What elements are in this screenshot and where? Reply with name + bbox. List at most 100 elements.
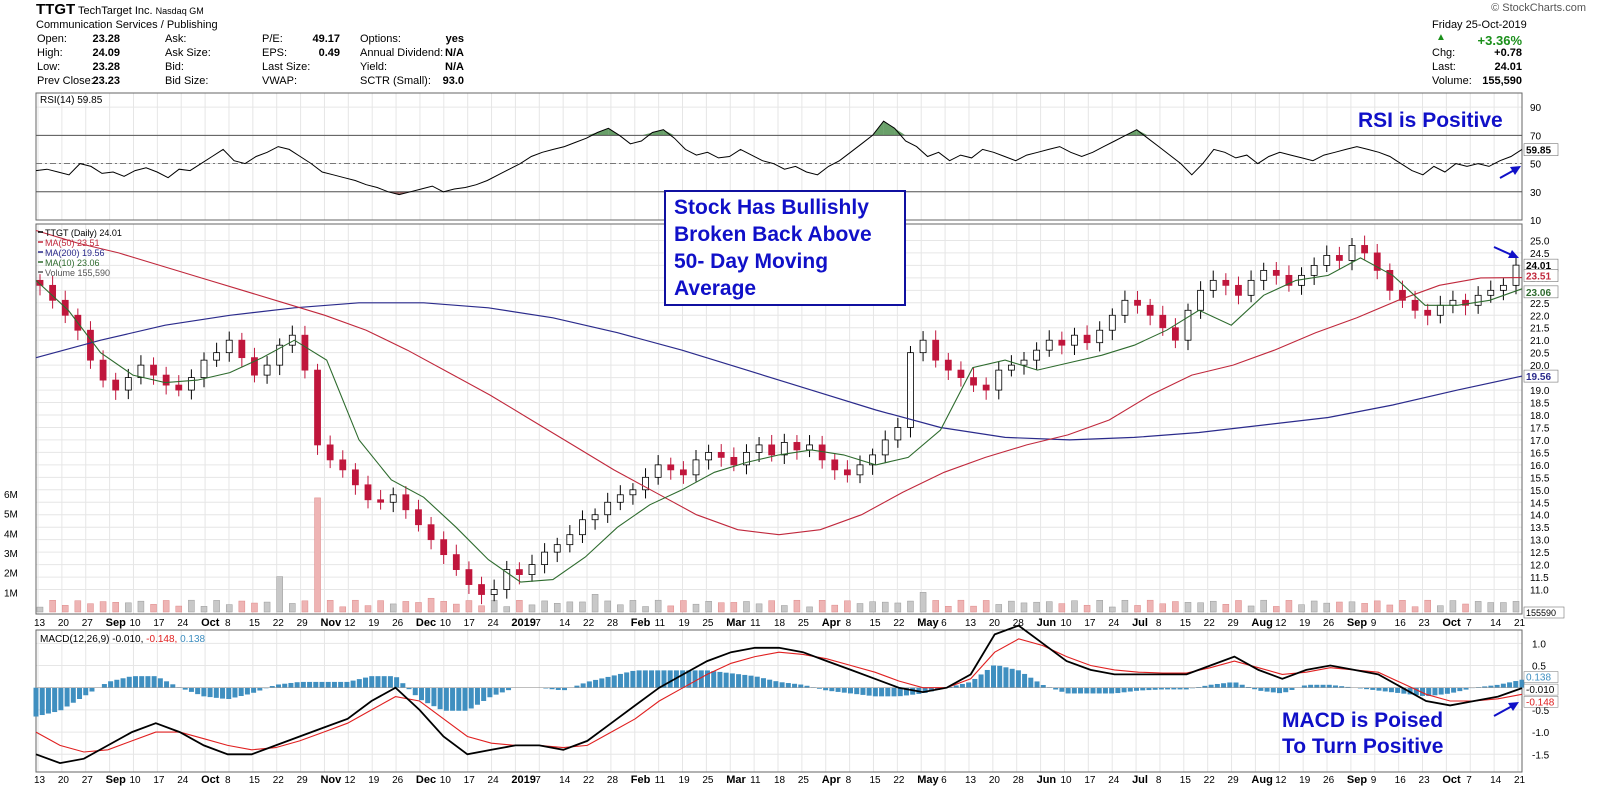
- volume-bar: [844, 600, 851, 613]
- macd-histogram-bar: [872, 687, 878, 697]
- macd-histogram-bar: [1507, 682, 1513, 688]
- macd-histogram-bar: [1214, 683, 1220, 688]
- volume-bar: [175, 605, 183, 613]
- macd-histogram-bar: [213, 687, 219, 698]
- x-tick-label: Jun: [1037, 617, 1057, 629]
- macd-histogram-bar: [605, 676, 611, 688]
- candle-body: [1247, 279, 1255, 296]
- x-tick-label: 13: [965, 775, 977, 786]
- macd-histogram-bar: [1513, 681, 1519, 688]
- macd-histogram-bar: [630, 670, 636, 688]
- macd-histogram-bar: [1034, 681, 1040, 688]
- x-tick-label: 14: [1490, 775, 1502, 786]
- x-tick-label: 10: [129, 775, 141, 786]
- candle-body: [553, 544, 561, 553]
- volume-bar: [881, 601, 889, 613]
- price-last-tag-box: [1523, 285, 1559, 299]
- x-tick-label: 24: [177, 775, 189, 786]
- volume-bar: [755, 603, 763, 613]
- x-tick-label: Mar: [726, 774, 746, 786]
- macd-histogram-bar: [729, 673, 735, 688]
- volume-bar: [74, 600, 82, 613]
- macd-annotation-line-2: To Turn Positive: [1282, 735, 1444, 758]
- candle-body: [1462, 299, 1469, 306]
- candle-body: [1222, 279, 1230, 286]
- volume-bar: [667, 605, 675, 613]
- volume-tick-label: 1M: [4, 588, 18, 599]
- macd-histogram-bar: [792, 683, 798, 688]
- macd-histogram-bar: [1053, 687, 1059, 690]
- candle-body: [251, 357, 258, 376]
- candle-body: [225, 339, 233, 354]
- x-tick-label: 16: [1395, 618, 1407, 629]
- quote-label: SCTR (Small):: [360, 75, 431, 87]
- candle-body: [326, 444, 334, 461]
- macd-histogram-bar: [580, 683, 586, 688]
- volume-bar: [768, 600, 775, 613]
- quote-value: yes: [445, 33, 464, 45]
- macd-histogram-bar: [1451, 687, 1457, 693]
- macd-histogram-bar: [903, 687, 909, 696]
- x-tick-label: 19: [368, 775, 380, 786]
- volume-bar: [617, 604, 624, 613]
- x-tick-label: 6: [941, 775, 947, 786]
- x-tick-label: 25: [798, 618, 810, 629]
- candle-body: [1499, 284, 1507, 291]
- volume-bar: [717, 602, 725, 613]
- volume-bar: [730, 602, 738, 613]
- volume-bar: [61, 605, 69, 613]
- macd-histogram-bar: [1233, 682, 1239, 688]
- macd-histogram-bar: [711, 671, 717, 688]
- macd-histogram-bar: [1339, 686, 1345, 688]
- candle-body: [1083, 334, 1091, 344]
- macd-histogram-bar: [369, 676, 375, 688]
- x-tick-label: Nov: [320, 617, 342, 629]
- candle-body: [642, 476, 649, 491]
- y-tick-label: 16.0: [1530, 461, 1550, 472]
- candle-body: [717, 451, 725, 458]
- x-tick-label: 19: [1299, 618, 1311, 629]
- candle-body: [1449, 299, 1457, 306]
- legend-entry: Volume 155,590: [45, 268, 110, 278]
- x-tick-label: 28: [607, 775, 619, 786]
- volume-bar: [1222, 604, 1230, 613]
- macd-histogram-bar: [1401, 687, 1407, 694]
- y-tick-label: 1.0: [1532, 639, 1546, 650]
- x-tick-label: Sep: [1347, 774, 1367, 786]
- macd-histogram-bar: [642, 670, 648, 688]
- candle-body: [1436, 304, 1444, 316]
- quote-header: TTGT TechTarget Inc. Nasdaq GM Communica…: [0, 0, 1600, 92]
- volume-bar: [1500, 602, 1507, 613]
- candle-body: [1373, 252, 1381, 271]
- x-tick-label: Sep: [106, 774, 126, 786]
- macd-histogram-bar: [891, 687, 897, 697]
- macd-histogram-bar: [313, 681, 319, 688]
- macd-histogram-bar: [462, 687, 468, 711]
- macd-histogram-bar: [978, 674, 984, 688]
- candle-body: [932, 339, 940, 361]
- quote-value: 23.23: [92, 75, 120, 87]
- price-last-tag-box: [1523, 369, 1559, 383]
- quote-value: 155,590: [1482, 75, 1522, 87]
- x-tick-label: 27: [82, 618, 94, 629]
- macd-title-part: -0.148,: [146, 634, 180, 645]
- x-tick-label: 9: [1371, 775, 1377, 786]
- candle-body: [515, 569, 523, 575]
- macd-histogram-bar: [39, 687, 45, 716]
- x-tick-label: Jul: [1132, 774, 1148, 786]
- y-tick-label: 10: [1530, 216, 1542, 227]
- macd-histogram-bar: [1239, 684, 1245, 688]
- macd-histogram-bar: [748, 675, 754, 688]
- macd-histogram-bar: [1121, 687, 1127, 693]
- y-tick-label: 13.0: [1530, 536, 1550, 547]
- x-tick-label: Sep: [1347, 617, 1367, 629]
- x-tick-label: 6: [941, 618, 947, 629]
- candle-body: [755, 444, 763, 453]
- volume-bar: [415, 602, 422, 613]
- candle-body: [604, 501, 612, 516]
- x-tick-label: 17: [153, 618, 165, 629]
- macd-histogram-bar: [997, 665, 1003, 688]
- macd-panel: 1.0 0.5 -0.5 -1.0 -1.5 MACD(12,26,9) -0.010, …: [33, 624, 1559, 773]
- macd-histogram-bar: [1326, 684, 1332, 688]
- x-tick-label: 22: [583, 775, 595, 786]
